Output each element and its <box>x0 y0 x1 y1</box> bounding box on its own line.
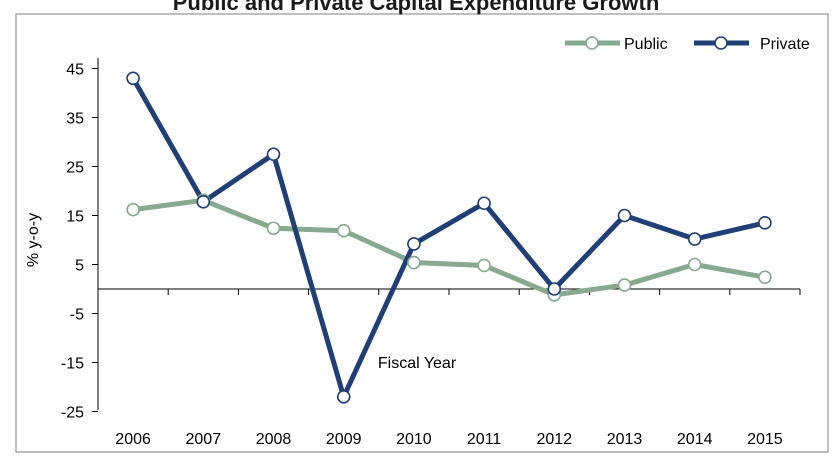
chart-frame <box>15 13 829 453</box>
data-point-private <box>547 282 562 296</box>
x-tick-label: 2008 <box>256 431 292 448</box>
data-point-private <box>477 196 491 211</box>
legend-item-private: Private <box>694 36 810 53</box>
y-tick-label: -5 <box>70 307 84 324</box>
axes-layer <box>97 58 800 410</box>
x-tick-label: 2010 <box>396 431 432 448</box>
x-tick-label: 2014 <box>677 431 713 448</box>
data-point-private <box>126 71 140 86</box>
x-tick-label: 2015 <box>747 431 783 448</box>
data-point-public <box>617 278 632 292</box>
data-point-private <box>687 232 702 246</box>
data-point-public <box>407 255 421 270</box>
x-tick-label: 2009 <box>326 431 362 448</box>
y-axis-label: % y-o-y <box>25 213 42 267</box>
x-tick-label: 2011 <box>467 431 502 448</box>
y-tick-label: 5 <box>75 258 84 275</box>
data-point-public <box>687 257 702 272</box>
x-tick-label: 2012 <box>537 431 573 448</box>
series-layer <box>126 71 772 404</box>
data-point-public <box>758 270 772 285</box>
y-tick-label: -15 <box>61 356 84 373</box>
y-tick-label: 35 <box>66 111 84 128</box>
data-point-private <box>266 147 281 162</box>
data-point-public <box>477 258 491 273</box>
data-point-private <box>196 194 211 209</box>
legend-label: Public <box>624 36 668 53</box>
data-point-public <box>336 223 351 238</box>
series-line-private <box>130 77 766 404</box>
data-point-private <box>758 216 772 230</box>
series-line-public <box>132 197 766 298</box>
data-point-public <box>126 202 140 217</box>
data-point-private <box>617 208 632 223</box>
y-tick-label: 25 <box>66 160 84 177</box>
x-tick-label: 2007 <box>186 431 222 448</box>
y-tick-label: 15 <box>66 209 84 226</box>
data-point-public <box>266 221 281 236</box>
y-tick-label: 45 <box>66 62 84 79</box>
annotation-label: Fiscal Year <box>378 355 457 372</box>
legend-label: Private <box>760 36 810 53</box>
y-tick-label: -25 <box>61 405 84 422</box>
legend-marker <box>714 36 728 50</box>
legend-marker <box>585 36 599 50</box>
chart-title: Public and Private Capital Expenditure G… <box>173 0 660 15</box>
data-point-private <box>336 389 351 404</box>
x-tick-label: 2006 <box>115 431 151 448</box>
ticks-layer: 45 35 25 15 5 -5 -15 -25 2006 2007 2008 2009 2010 201… <box>61 62 801 448</box>
x-tick-label: 2013 <box>607 431 643 448</box>
legend-item-public: Public <box>565 36 668 53</box>
data-point-private <box>407 237 421 251</box>
legend: Public Private <box>565 36 810 53</box>
annotations-layer: Fiscal Year <box>378 355 457 372</box>
